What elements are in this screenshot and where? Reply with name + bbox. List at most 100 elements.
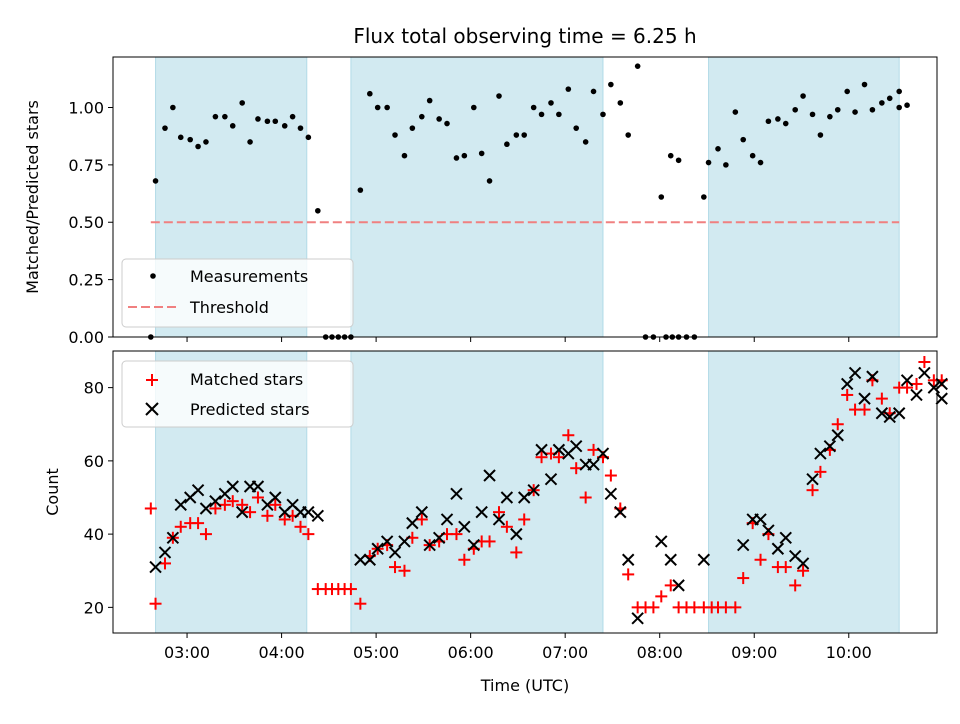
- measurement-point: [582, 139, 589, 145]
- predicted-point: [631, 612, 644, 625]
- predicted-point: [166, 531, 180, 544]
- measurement-point: [315, 207, 321, 214]
- measurement-point: [229, 123, 236, 129]
- predicted-point: [458, 520, 471, 533]
- predicted-point: [388, 546, 402, 559]
- measurement-point: [817, 132, 824, 138]
- measurement-point: [521, 132, 528, 138]
- measurement-point: [800, 93, 806, 99]
- y-tick-label: 40: [84, 525, 104, 544]
- predicted-point: [927, 381, 941, 394]
- observing-band: [708, 56, 900, 338]
- predicted-point: [779, 531, 792, 544]
- measurement-point: [272, 118, 279, 125]
- predicted-point: [475, 505, 488, 519]
- matched-point: [500, 520, 513, 533]
- bottom-x-ticks: 03:00 04:00 05:00 06:00 07:00 08:00 09:00 10:00: [164, 633, 872, 662]
- predicted-point: [823, 440, 837, 453]
- predicted-point: [174, 498, 187, 512]
- matched-point: [493, 506, 506, 519]
- bottom-axes-frame: [112, 350, 938, 634]
- measurement-point: [374, 104, 381, 111]
- matched-point: [789, 579, 802, 592]
- predicted-point: [587, 458, 600, 471]
- predicted-point: [569, 440, 583, 453]
- predicted-point: [269, 491, 282, 504]
- predicted-point: [875, 407, 889, 420]
- measurement-point: [782, 120, 789, 127]
- predicted-point: [235, 505, 249, 519]
- predicted-point: [697, 553, 711, 566]
- predicted-point: [771, 542, 785, 555]
- matched-point: [226, 495, 239, 508]
- predicted-point: [737, 538, 750, 552]
- bottom-legend: Matched stars Predicted stars: [121, 360, 354, 428]
- measurement-point: [852, 109, 858, 115]
- y-tick-label: 0.50: [68, 213, 104, 232]
- observing-band: [708, 350, 900, 634]
- legend-predicted-marker: [145, 402, 159, 416]
- top-x-ticks: [186, 337, 850, 342]
- measurement-point: [565, 86, 572, 92]
- predicted-point: [535, 443, 548, 457]
- measurement-point: [444, 120, 450, 127]
- predicted-point: [226, 480, 239, 493]
- predicted-point: [935, 392, 948, 405]
- predicted-point: [483, 469, 496, 482]
- measurement-point: [705, 159, 712, 166]
- measurement-point: [152, 178, 159, 184]
- x-axis-label: Time (UTC): [480, 676, 569, 695]
- measurement-point: [212, 113, 219, 120]
- matched-point: [579, 491, 592, 504]
- measurement-point: [222, 113, 228, 120]
- predicted-point: [935, 377, 948, 391]
- legend-measurements-label: Measurements: [190, 267, 308, 286]
- matched-point: [244, 506, 257, 519]
- measurement-point: [904, 102, 910, 108]
- matched-point: [754, 553, 767, 566]
- matched-point: [901, 381, 914, 394]
- matched-point: [209, 502, 222, 515]
- matched-point: [389, 561, 402, 574]
- y-tick-label: 0.25: [68, 271, 104, 290]
- matched-point: [875, 392, 888, 405]
- matched-point: [415, 513, 428, 526]
- y-tick-label: 60: [84, 452, 104, 471]
- matched-point: [294, 520, 307, 533]
- matched-point: [806, 484, 819, 497]
- measurement-point: [357, 187, 364, 193]
- predicted-point: [311, 509, 325, 523]
- predicted-point: [900, 374, 914, 387]
- measurement-point: [436, 116, 442, 122]
- measurement-point: [765, 118, 772, 125]
- predicted-point: [910, 388, 923, 402]
- matched-point: [278, 513, 291, 526]
- matched-point: [458, 553, 471, 566]
- measurement-point: [289, 113, 296, 120]
- matched-point: [737, 572, 750, 585]
- measurement-point: [634, 63, 641, 69]
- matched-point: [158, 557, 171, 570]
- matched-point: [647, 601, 660, 614]
- matched-point: [622, 568, 635, 581]
- predicted-point: [762, 524, 775, 537]
- predicted-point: [544, 472, 558, 486]
- measurement-point: [264, 118, 271, 125]
- observing-band: [350, 350, 604, 634]
- measurement-point: [530, 104, 537, 111]
- measurement-point: [896, 104, 902, 111]
- matched-point: [858, 403, 871, 416]
- observing-band: [350, 56, 604, 338]
- matched-point: [518, 513, 531, 526]
- predicted-point: [450, 487, 463, 501]
- measurement-point: [297, 125, 304, 131]
- measurement-point: [757, 159, 764, 166]
- matched-point: [814, 465, 827, 478]
- matched-point: [797, 564, 810, 577]
- measurement-point: [496, 93, 502, 99]
- top-legend-box: [121, 258, 354, 328]
- matched-point: [302, 528, 315, 541]
- x-tick-label: 06:00: [448, 643, 494, 662]
- predicted-point: [467, 538, 481, 552]
- measurement-point: [658, 194, 665, 200]
